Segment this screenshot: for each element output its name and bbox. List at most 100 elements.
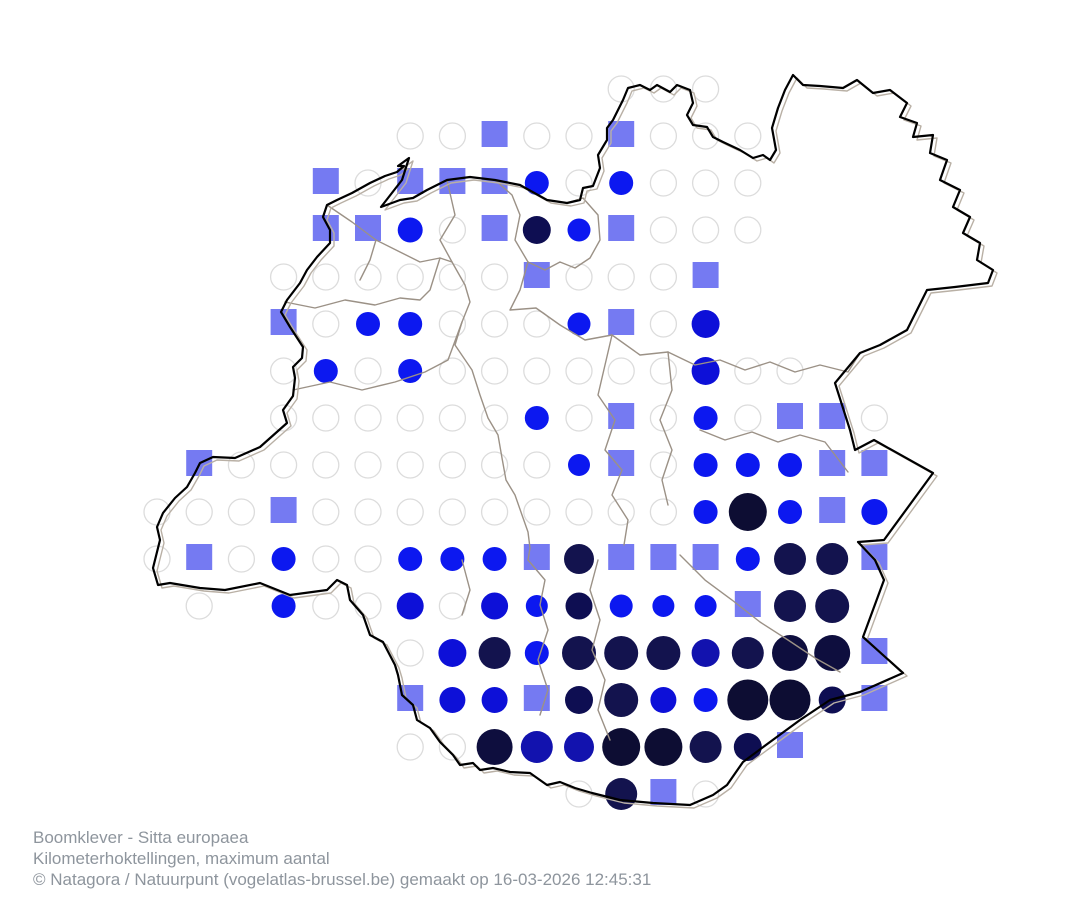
symbol-e-c6r7 xyxy=(396,404,424,432)
symbol-nn-c11r14 xyxy=(602,728,641,766)
symbol-e-c8r8 xyxy=(480,451,509,479)
symbol-e-c5r7 xyxy=(354,404,382,432)
symbol-e-c2r8 xyxy=(227,451,256,479)
symbol-e-c8r5 xyxy=(480,310,509,338)
symbol-b1-c10r5 xyxy=(567,312,591,336)
symbol-e-c12r4 xyxy=(649,263,678,291)
symbol-b3-c13r12 xyxy=(691,639,720,667)
municipal-boundary-1 xyxy=(326,204,453,263)
symbol-e-c7r5 xyxy=(438,310,467,338)
symbol-e-c13r15 xyxy=(691,780,720,808)
symbol-e-c6r14 xyxy=(396,733,424,761)
symbol-b1-c11r2 xyxy=(609,171,634,195)
symbol-s-c13r10 xyxy=(692,544,719,570)
municipal-boundary-4 xyxy=(494,179,601,271)
symbol-e-c4r11 xyxy=(312,592,340,620)
symbol-e-c12r9 xyxy=(649,498,678,526)
symbol-e-c13r2 xyxy=(691,169,720,197)
municipal-boundary-6 xyxy=(597,334,629,546)
symbol-n2-c16r10 xyxy=(816,543,849,575)
symbol-b1-c3r11 xyxy=(271,594,296,618)
municipal-boundary-13 xyxy=(461,559,471,616)
symbol-e-c3r4 xyxy=(269,263,298,291)
symbol-nn-c14r13 xyxy=(727,679,769,721)
symbol-b3-c10r14 xyxy=(564,732,594,762)
municipal-boundary-10 xyxy=(589,559,611,741)
municipal-boundary-2 xyxy=(284,257,441,309)
symbol-b1-c13r11 xyxy=(694,595,717,617)
symbol-b2-c7r12 xyxy=(438,639,467,667)
method-subtitle: Kilometerhoktellingen, maximum aantal xyxy=(33,849,330,868)
symbol-e-c11r4 xyxy=(607,263,635,291)
symbol-e-c13r0 xyxy=(691,75,720,103)
symbol-e-c12r3 xyxy=(649,216,678,244)
symbol-e-c6r4 xyxy=(396,263,424,291)
brussels-region-boundary xyxy=(151,73,995,807)
symbol-e-c2r10 xyxy=(227,545,256,573)
symbol-s-c12r15 xyxy=(650,779,677,805)
municipal-boundary-3 xyxy=(292,321,463,391)
symbol-e-c1r11 xyxy=(185,592,213,620)
symbol-e-c15r6 xyxy=(776,357,804,385)
symbol-b1-c17r9 xyxy=(861,499,888,525)
symbols-layer xyxy=(143,75,889,810)
symbol-e-c4r10 xyxy=(312,545,340,573)
symbol-e-c12r2 xyxy=(649,169,678,197)
symbol-b2-c8r11 xyxy=(481,592,509,620)
symbol-e-c4r7 xyxy=(312,404,340,432)
symbol-e-c10r4 xyxy=(565,263,593,291)
symbol-e-c6r8 xyxy=(396,451,424,479)
symbol-e-c14r2 xyxy=(734,169,762,197)
species-title: Boomklever - Sitta europaea xyxy=(33,828,249,847)
symbol-b1-c9r2 xyxy=(524,171,549,195)
symbol-b1-c13r13 xyxy=(693,688,718,712)
symbol-b1-c13r9 xyxy=(693,500,718,524)
symbol-b1-c13r7 xyxy=(693,406,718,430)
symbol-e-c12r7 xyxy=(649,404,678,432)
symbol-e-c5r6 xyxy=(354,357,382,385)
symbol-s-c3r9 xyxy=(270,497,297,523)
symbol-b1-c14r10 xyxy=(735,547,760,571)
symbol-e-c3r8 xyxy=(269,451,298,479)
symbol-e-c5r9 xyxy=(354,498,382,526)
symbol-n2-c15r11 xyxy=(774,590,806,622)
symbol-b1-c7r10 xyxy=(440,547,465,571)
map-caption: Boomklever - Sitta europaea Kilometerhok… xyxy=(33,827,651,890)
symbol-e-c2r9 xyxy=(227,498,256,526)
symbol-e-c17r7 xyxy=(860,404,889,432)
symbol-e-c8r7 xyxy=(480,404,509,432)
symbol-s-c11r10 xyxy=(608,544,635,570)
symbol-n2-c10r12 xyxy=(562,636,596,670)
symbol-n2-c8r12 xyxy=(478,637,511,669)
symbol-nn-c14r9 xyxy=(728,493,767,531)
symbol-b1-c10r3 xyxy=(567,218,591,242)
symbol-e-c12r5 xyxy=(649,310,678,338)
symbol-n3-c15r12 xyxy=(772,635,808,671)
symbol-b1-c14r8 xyxy=(735,453,760,477)
symbol-e-c10r6 xyxy=(565,357,593,385)
municipal-boundary-7 xyxy=(659,351,673,506)
symbol-b1-c11r11 xyxy=(609,594,633,618)
symbol-n2-c14r12 xyxy=(731,637,764,669)
symbol-s-c17r12 xyxy=(861,638,888,664)
symbol-b1-c3r10 xyxy=(271,547,296,571)
symbol-s-c8r3 xyxy=(481,215,508,241)
symbol-e-c4r4 xyxy=(312,263,340,291)
symbol-b1-c9r11 xyxy=(525,595,548,617)
symbol-e-c9r9 xyxy=(523,498,551,526)
symbol-e-c13r1 xyxy=(691,122,720,150)
symbol-n2-c16r11 xyxy=(815,589,850,623)
symbol-e-c6r1 xyxy=(396,122,424,150)
symbol-e-c13r3 xyxy=(691,216,720,244)
symbol-b1-c6r6 xyxy=(398,359,423,383)
symbol-e-c6r9 xyxy=(396,498,424,526)
symbol-b1-c10r8 xyxy=(568,454,590,476)
symbol-e-c14r6 xyxy=(734,357,762,385)
symbol-s-c11r1 xyxy=(608,121,635,147)
symbol-s-c15r7 xyxy=(777,403,803,429)
symbol-b1-c12r11 xyxy=(652,595,675,617)
symbol-e-c9r8 xyxy=(523,451,551,479)
symbol-e-c7r6 xyxy=(438,357,467,385)
symbol-b1-c9r12 xyxy=(524,641,549,665)
municipal-boundary-8 xyxy=(699,429,849,473)
